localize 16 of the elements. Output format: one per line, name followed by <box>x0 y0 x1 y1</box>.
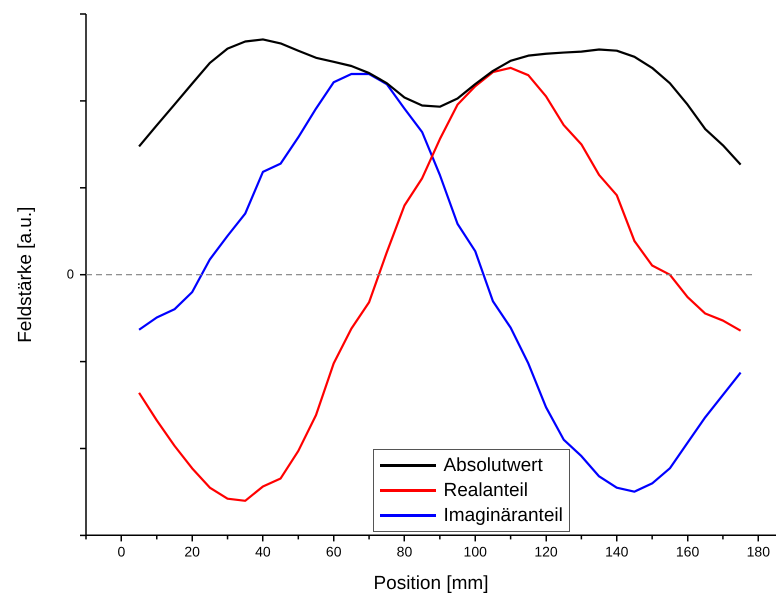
x-tick-label: 120 <box>534 544 558 560</box>
x-axis-title: Position [mm] <box>373 572 489 594</box>
legend-label: Absolutwert <box>444 454 543 478</box>
x-tick-label: 40 <box>255 544 271 560</box>
x-tick-label: 140 <box>605 544 629 560</box>
legend-label: Imaginäranteil <box>444 504 563 528</box>
x-tick-label: 60 <box>326 544 342 560</box>
x-tick-label: 180 <box>746 544 770 560</box>
x-tick-label: 80 <box>396 544 412 560</box>
x-tick-label: 160 <box>676 544 700 560</box>
x-tick-label: 100 <box>464 544 488 560</box>
x-tick-label: 0 <box>117 544 126 560</box>
ref-line-label: 0 <box>66 266 74 282</box>
x-tick-label: 20 <box>184 544 200 560</box>
y-axis-title: Feldstärke [a.u.] <box>15 206 36 343</box>
legend-label: Realanteil <box>444 479 528 504</box>
